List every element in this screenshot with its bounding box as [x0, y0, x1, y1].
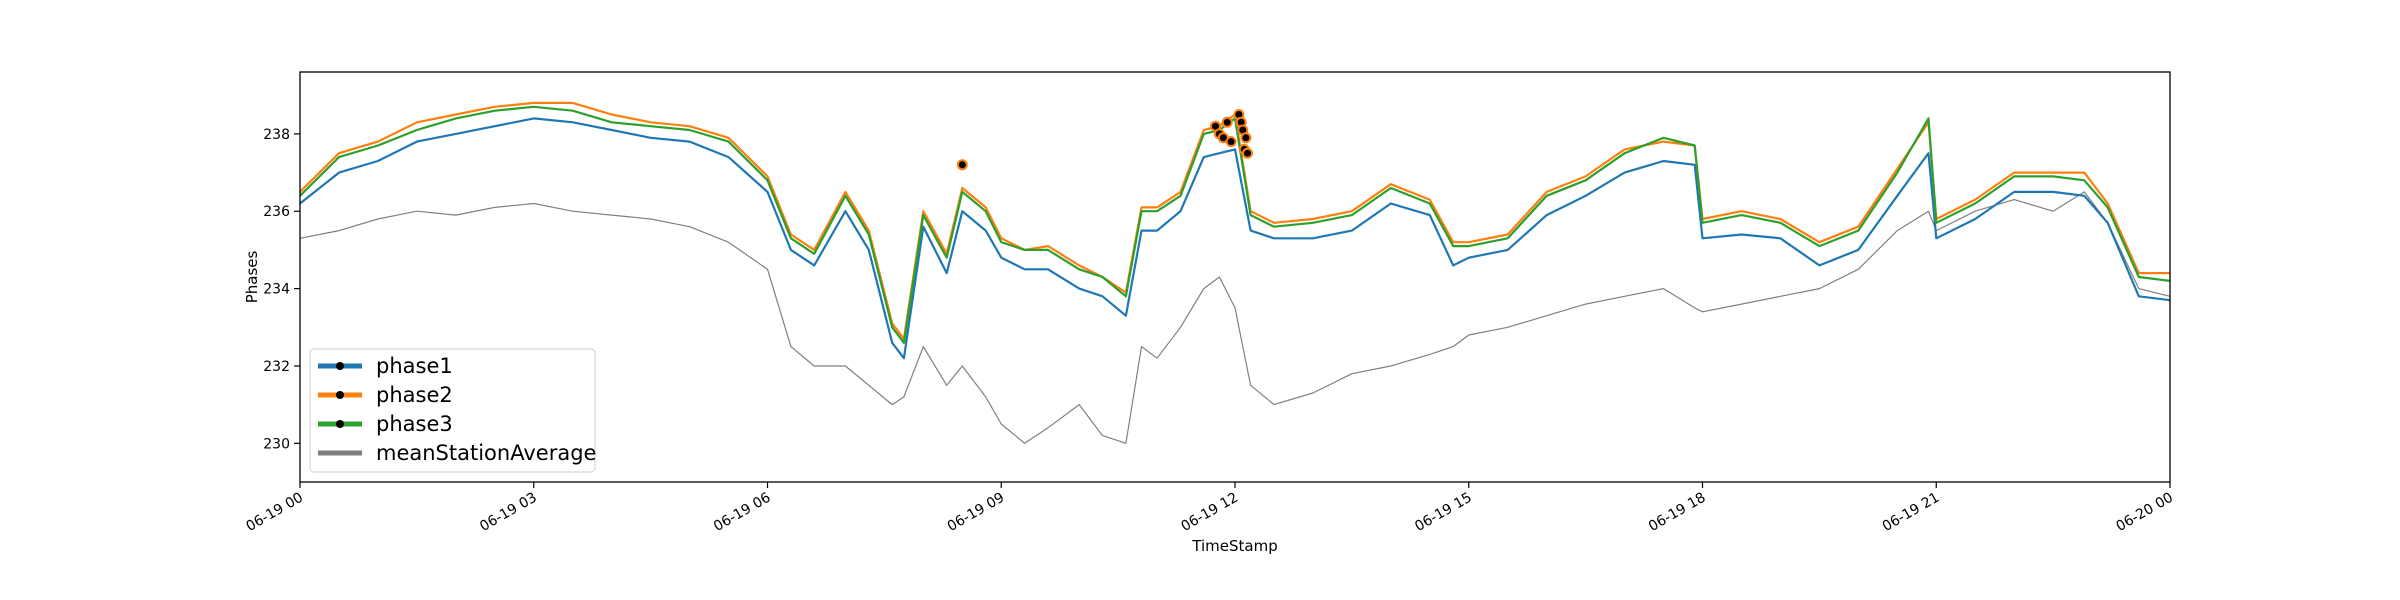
x-tick-label: 06-20 00 — [2113, 490, 2176, 535]
y-axis-title: Phases — [243, 251, 261, 304]
y-tick-label: 230 — [263, 436, 290, 452]
x-tick-label: 06-19 18 — [1646, 490, 1709, 535]
anomaly-points-layer — [956, 109, 1253, 171]
legend-marker-phase2 — [336, 391, 344, 399]
legend-box — [309, 348, 596, 473]
x-tick-label: 06-19 12 — [1178, 490, 1241, 535]
series-line-meanStationAverage — [299, 191, 2171, 444]
x-axis: 06-19 00 06-19 03 06-19 06 06-19 09 06-19 12… — [243, 482, 2176, 535]
series-line-phase3 — [299, 105, 2171, 344]
anomaly-point-10 — [1240, 132, 1252, 144]
x-tick-label: 06-19 21 — [1880, 490, 1943, 535]
x-tick-label: 06-19 00 — [243, 490, 306, 535]
anomaly-point-5 — [1225, 136, 1237, 148]
x-tick-label: 06-19 09 — [945, 490, 1008, 535]
y-tick-label: 232 — [263, 359, 290, 375]
x-tick-label: 06-19 15 — [1412, 490, 1475, 535]
x-axis-title: TimeStamp — [1191, 537, 1277, 555]
y-tick-label: 238 — [263, 127, 290, 143]
y-tick-label: 234 — [263, 282, 290, 298]
y-tick-label: 236 — [263, 204, 290, 220]
legend-marker-phase3 — [336, 420, 344, 428]
legend: phase1 phase2 phase3 meanStationAverage — [309, 348, 596, 473]
legend-marker-phase1 — [336, 362, 344, 370]
anomaly-point-11 — [1242, 147, 1253, 159]
x-tick-label: 06-19 03 — [477, 490, 540, 535]
series-line-phase2 — [299, 101, 2170, 340]
y-axis: 230 232 234 236 238 — [263, 127, 300, 452]
legend-label-phase1: phase1 — [376, 354, 453, 378]
series-line-phase1 — [299, 117, 2171, 360]
legend-label-meanStationAverage: meanStationAverage — [376, 441, 596, 465]
anomaly-point-4 — [1221, 116, 1233, 128]
legend-label-phase2: phase2 — [376, 383, 453, 407]
x-tick-label: 06-19 06 — [711, 490, 774, 535]
series-layer — [299, 101, 2171, 444]
anomaly-point-0 — [956, 159, 968, 171]
legend-label-phase3: phase3 — [376, 412, 453, 436]
